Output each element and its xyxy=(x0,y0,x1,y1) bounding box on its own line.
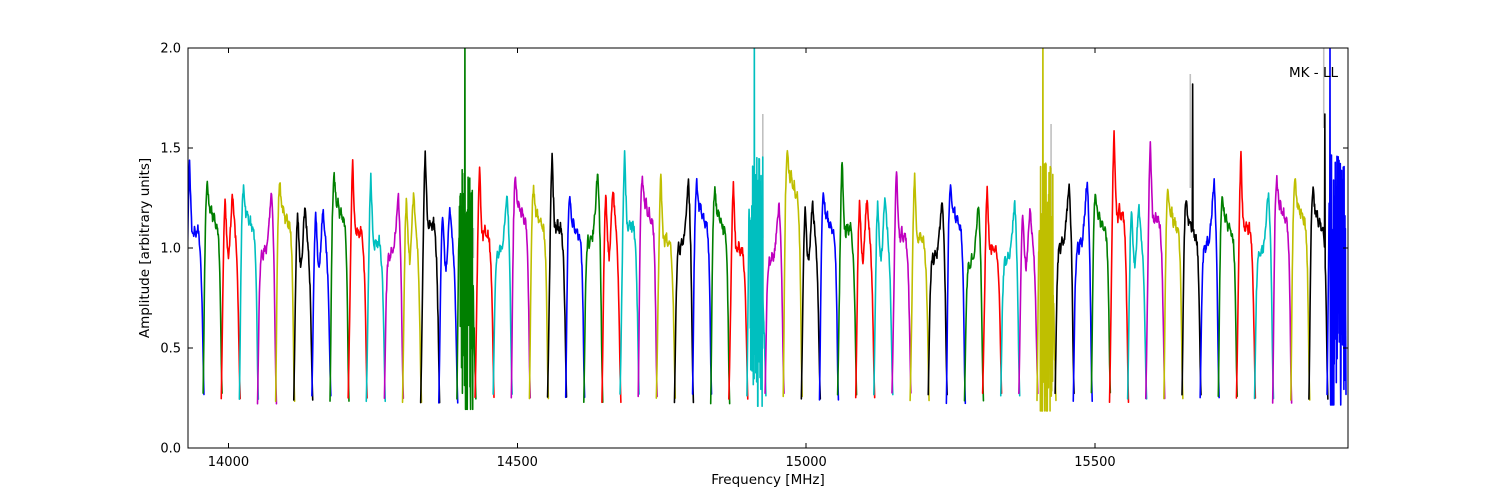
bandpass-segment xyxy=(999,199,1021,397)
y-tick-label: 0.5 xyxy=(160,342,181,357)
bandpass-segment xyxy=(1072,181,1094,402)
bandpass-segment xyxy=(1235,150,1257,399)
bandpass-segment xyxy=(419,150,441,404)
station-annotation: MK - LL xyxy=(1289,65,1338,81)
bandpass-segment xyxy=(564,195,586,399)
bandpass-segment xyxy=(782,149,803,398)
bandpass-segment xyxy=(709,186,731,405)
bandpass-segments-layer xyxy=(188,48,1347,412)
bandpass-segment xyxy=(1326,48,1347,406)
x-tick-label: 15000 xyxy=(785,455,826,470)
bandpass-segment xyxy=(818,192,840,401)
bandpass-segment xyxy=(873,197,894,396)
y-tick-label: 1.5 xyxy=(160,142,181,157)
bandpass-segment xyxy=(456,48,477,411)
bandpass-segment xyxy=(292,207,314,401)
bandpass-segment xyxy=(963,206,985,402)
bandpass-segment xyxy=(510,176,532,399)
bandpass-segment xyxy=(655,173,677,399)
bandpass-segment xyxy=(800,200,822,400)
bandpass-segment xyxy=(945,184,967,405)
bandpass-segment xyxy=(1217,195,1239,398)
bandpass-segment xyxy=(492,195,513,395)
bandpass-segment xyxy=(836,161,858,396)
bandpass-segment xyxy=(981,185,1003,395)
bandpass-segment xyxy=(546,152,568,398)
bandpass-segment xyxy=(1018,207,1039,395)
bandpass-segment xyxy=(619,149,640,395)
bandpass-segment xyxy=(1108,130,1130,404)
bandpass-segment xyxy=(202,180,223,394)
bandpass-segment xyxy=(238,184,260,400)
bandpass-segment xyxy=(673,178,695,404)
y-tick-label: 2.0 xyxy=(160,42,181,57)
bandpass-segment xyxy=(347,158,368,399)
bandpass-segment xyxy=(528,184,550,400)
bandpass-segment xyxy=(927,202,948,396)
bandpass-segment xyxy=(601,191,622,404)
bandpass-segment xyxy=(256,192,278,405)
bandpass-segment xyxy=(764,202,785,395)
bandpass-segment xyxy=(1163,188,1184,400)
bandpass-segment xyxy=(220,193,241,400)
bandpass-segment xyxy=(383,192,405,400)
bandpass-segment xyxy=(401,192,423,404)
x-axis-label: Frequency [MHz] xyxy=(711,472,824,488)
y-axis-label: Amplitude [arbitrary units] xyxy=(137,158,153,338)
axes-layer: 14000 14500 15000 15500 0.0 0.5 1.0 1.5 2.0 xyxy=(160,42,1349,470)
bandpass-segment xyxy=(1308,113,1329,400)
bandpass-segment xyxy=(637,175,658,398)
bandpass-segment xyxy=(1199,177,1220,399)
y-tick-label: 1.0 xyxy=(160,242,181,257)
bandpass-segment xyxy=(329,171,350,402)
bandpass-segment xyxy=(909,172,930,402)
bandpass-segment xyxy=(474,166,495,399)
bandpass-segment xyxy=(1253,192,1275,400)
bandpass-segment xyxy=(1090,193,1112,394)
x-tick-label: 14000 xyxy=(208,455,249,470)
x-tick-label: 15500 xyxy=(1074,455,1115,470)
bandpass-segment xyxy=(1271,174,1293,404)
bandpass-segment xyxy=(365,172,387,403)
bandpass-segment xyxy=(891,171,912,394)
bandpass-segment xyxy=(854,199,876,399)
bandpass-segment xyxy=(746,48,767,408)
y-tick-label: 0.0 xyxy=(160,442,181,457)
bandpass-segment xyxy=(311,208,332,397)
bandpass-segment xyxy=(728,180,749,400)
bandpass-segment xyxy=(1181,83,1202,396)
bandpass-segment xyxy=(1289,178,1311,401)
bandpass-segment xyxy=(437,206,459,404)
bandpass-segment xyxy=(1054,183,1075,395)
plot-border xyxy=(187,47,1349,449)
x-tick-label: 14500 xyxy=(497,455,538,470)
bandpass-segment xyxy=(274,182,296,402)
bandpass-segment xyxy=(583,173,604,403)
bandpass-segment xyxy=(691,177,713,395)
bandpass-segment xyxy=(1144,141,1166,400)
bandpass-segment xyxy=(1036,48,1057,412)
bandpass-segment xyxy=(1126,203,1148,400)
